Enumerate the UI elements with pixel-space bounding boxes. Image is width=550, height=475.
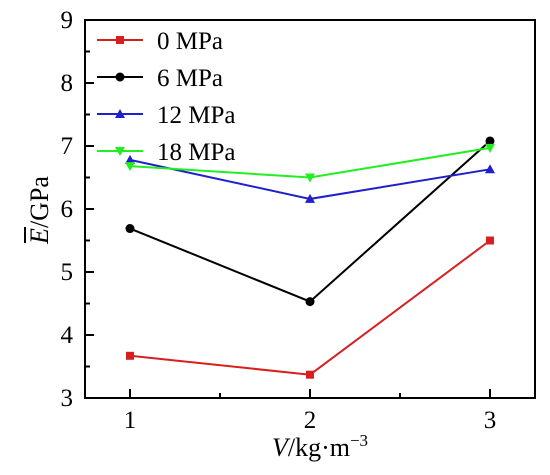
legend-marker [116, 36, 124, 44]
legend-item: 6 MPa [97, 65, 223, 92]
y-tick-label: 9 [61, 7, 74, 34]
x-axis-variable: V [272, 433, 291, 462]
data-point [485, 164, 495, 174]
data-point [125, 154, 135, 164]
series-0 [126, 236, 494, 379]
series-layer [125, 136, 495, 379]
y-axis-ticks: 3 4 5 6 7 8 9 [61, 7, 94, 412]
legend-marker [115, 109, 125, 118]
series-line [129, 239, 491, 376]
x-axis-unit: /kg·m [288, 433, 350, 462]
data-point [306, 370, 314, 379]
data-point [485, 136, 495, 146]
data-point [485, 143, 495, 153]
series-2 [125, 154, 495, 203]
y-axis-title: E/GPa [25, 176, 54, 245]
y-tick-label: 6 [61, 196, 74, 223]
data-point [486, 236, 494, 245]
x-tick-label: 2 [304, 407, 317, 434]
x-axis-title: V/kg·m−3 [272, 431, 368, 462]
legend-label: 6 MPa [157, 65, 223, 92]
plot-frame [84, 19, 536, 399]
x-axis-exponent: −3 [350, 431, 368, 450]
legend-item: 0 MPa [97, 28, 223, 55]
data-point [305, 297, 315, 307]
series-1 [125, 136, 495, 307]
series-3 [125, 143, 495, 183]
y-tick-label: 3 [61, 385, 74, 412]
data-point [125, 224, 135, 234]
x-tick-label: 1 [124, 407, 137, 434]
svg-text:E/GPa: E/GPa [25, 176, 54, 245]
legend-label: 18 MPa [157, 139, 235, 166]
legend: 0 MPa 6 MPa 12 MPa 18 MPa [97, 28, 235, 166]
data-point [305, 193, 315, 203]
legend-marker [115, 147, 125, 156]
y-tick-label: 7 [61, 133, 74, 160]
legend-item: 12 MPa [97, 102, 235, 129]
legend-label: 0 MPa [157, 28, 223, 55]
y-tick-label: 4 [61, 322, 74, 349]
legend-item: 18 MPa [97, 139, 235, 166]
data-point [305, 173, 315, 183]
y-axis-variable: E [25, 228, 54, 245]
y-axis-unit: /GPa [25, 176, 54, 228]
x-axis-ticks: 1 2 3 [124, 389, 497, 434]
y-tick-label: 5 [61, 259, 74, 286]
data-point [126, 351, 134, 360]
y-tick-label: 8 [61, 70, 74, 97]
legend-label: 12 MPa [157, 102, 235, 129]
legend-marker [115, 72, 125, 82]
data-point [125, 162, 135, 172]
x-tick-label: 3 [484, 407, 497, 434]
